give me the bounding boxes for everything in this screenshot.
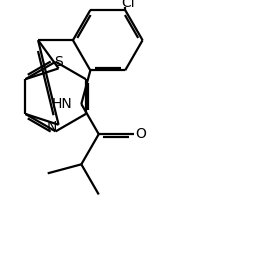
Text: N: N <box>47 120 57 134</box>
Text: S: S <box>54 55 63 69</box>
Text: O: O <box>135 127 146 141</box>
Text: Cl: Cl <box>121 0 134 10</box>
Text: HN: HN <box>52 97 73 111</box>
